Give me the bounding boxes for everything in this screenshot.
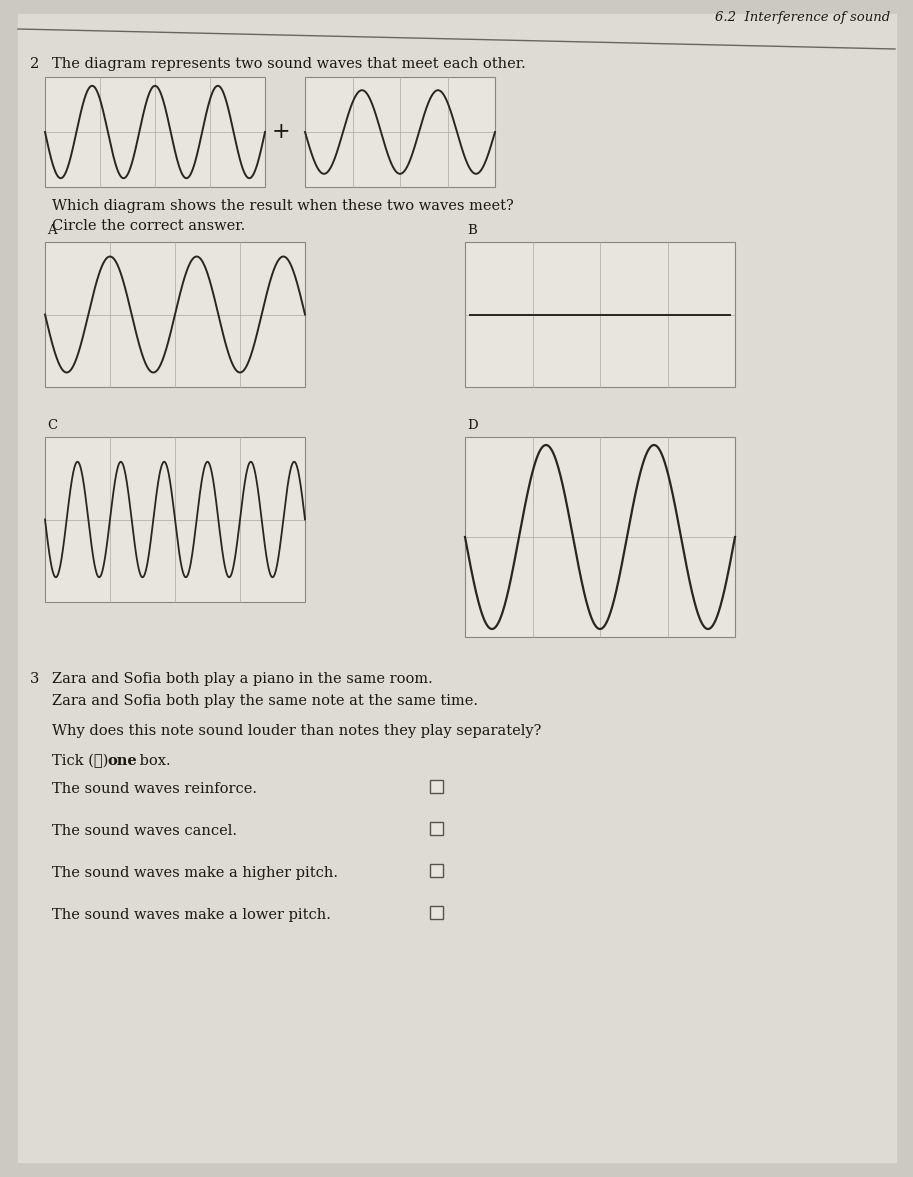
- Bar: [430, 864, 443, 877]
- Text: C: C: [47, 419, 58, 432]
- Text: The sound waves reinforce.: The sound waves reinforce.: [52, 782, 257, 796]
- Bar: [430, 822, 443, 834]
- Text: 2: 2: [30, 56, 39, 71]
- Text: Circle the correct answer.: Circle the correct answer.: [52, 219, 246, 233]
- Text: Zara and Sofia both play a piano in the same room.: Zara and Sofia both play a piano in the …: [52, 672, 433, 686]
- Bar: [465, 437, 735, 637]
- Bar: [45, 77, 265, 187]
- Text: +: +: [272, 121, 290, 142]
- Bar: [305, 77, 495, 187]
- Text: The sound waves make a lower pitch.: The sound waves make a lower pitch.: [52, 907, 331, 922]
- Bar: [430, 906, 443, 919]
- Text: A: A: [47, 224, 57, 237]
- Text: B: B: [467, 224, 477, 237]
- Text: 6.2  Interference of sound: 6.2 Interference of sound: [715, 11, 890, 24]
- Text: Which diagram shows the result when these two waves meet?: Which diagram shows the result when thes…: [52, 199, 514, 213]
- Bar: [465, 242, 735, 387]
- Text: The diagram represents two sound waves that meet each other.: The diagram represents two sound waves t…: [52, 56, 526, 71]
- Bar: [45, 437, 305, 601]
- Text: Zara and Sofia both play the same note at the same time.: Zara and Sofia both play the same note a…: [52, 694, 478, 709]
- Text: 3: 3: [30, 672, 39, 686]
- Text: one: one: [107, 754, 137, 769]
- Bar: [45, 242, 305, 387]
- Text: Tick (✓): Tick (✓): [52, 754, 113, 769]
- Text: Why does this note sound louder than notes they play separately?: Why does this note sound louder than not…: [52, 724, 541, 738]
- Text: The sound waves cancel.: The sound waves cancel.: [52, 824, 237, 838]
- Bar: [430, 780, 443, 793]
- Text: box.: box.: [135, 754, 171, 769]
- Text: D: D: [467, 419, 477, 432]
- Text: The sound waves make a higher pitch.: The sound waves make a higher pitch.: [52, 866, 338, 880]
